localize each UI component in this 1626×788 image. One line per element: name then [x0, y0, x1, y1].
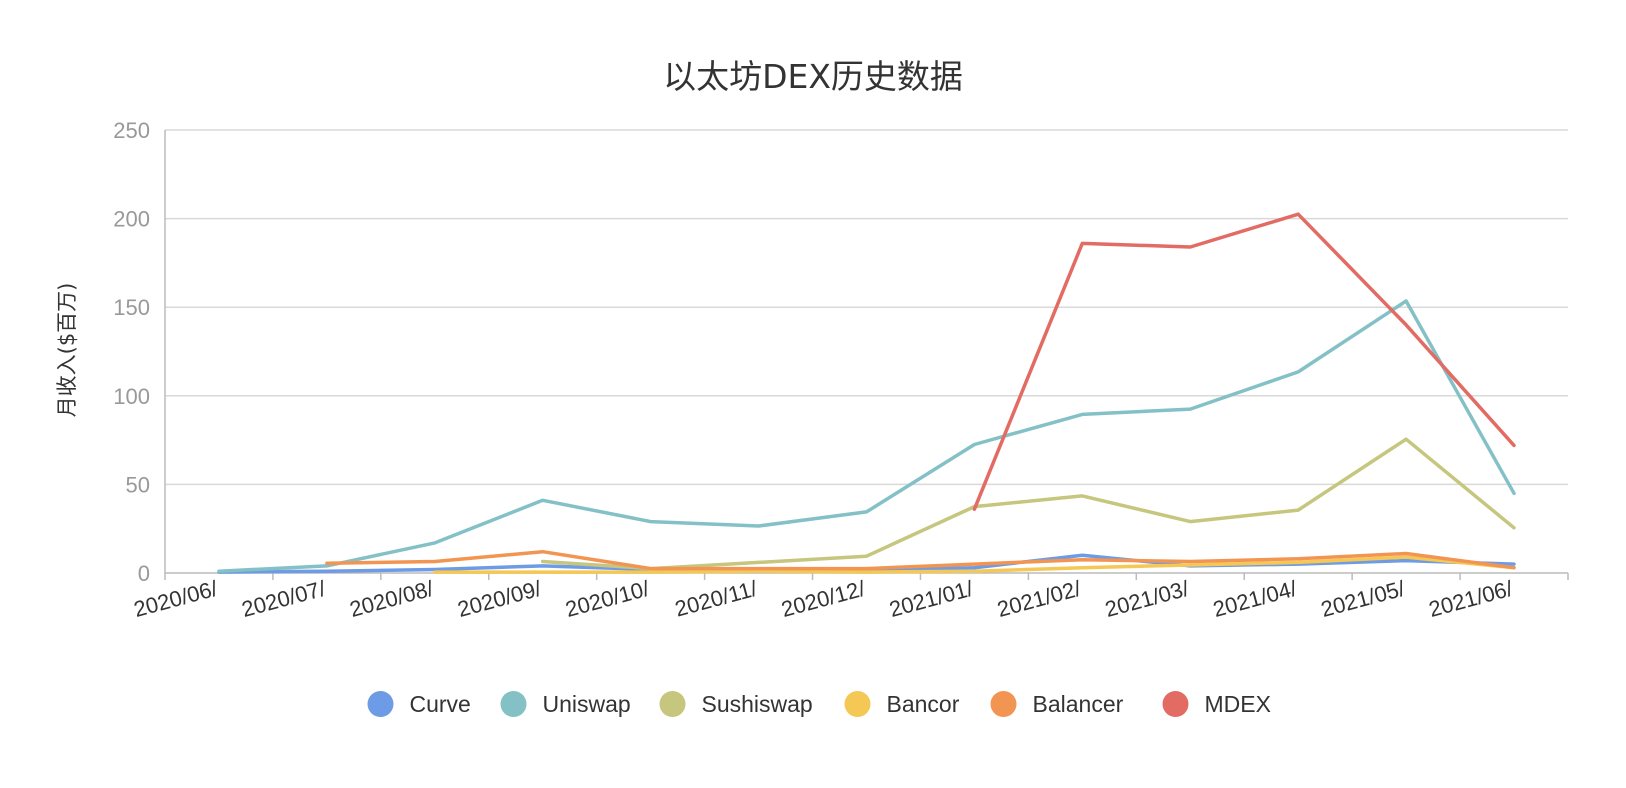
legend-label: Bancor: [887, 691, 960, 717]
x-tick-label: 2020/09/: [455, 575, 545, 622]
x-tick-label: 2020/07/: [239, 575, 329, 622]
legend-item-sushiswap[interactable]: Sushiswap: [659, 691, 813, 717]
legend-label: MDEX: [1205, 691, 1271, 717]
x-tick-label: 2021/05/: [1318, 575, 1408, 622]
legend-label: Curve: [410, 691, 471, 717]
legend-marker: [500, 691, 527, 717]
y-tick-label: 50: [126, 472, 150, 497]
x-tick-label: 2021/03/: [1102, 575, 1192, 622]
legend-item-bancor[interactable]: Bancor: [844, 691, 960, 717]
legend[interactable]: Curve Uniswap Sushiswap Bancor Balancer MDEX: [367, 691, 1271, 717]
legend-marker: [1162, 691, 1189, 717]
x-tick-label: 2020/10/: [563, 575, 653, 622]
y-tick-label: 150: [113, 295, 150, 320]
legend-marker: [367, 691, 394, 717]
series-line-mdex: [972, 212, 1516, 511]
legend-marker: [659, 691, 686, 717]
legend-item-uniswap[interactable]: Uniswap: [500, 691, 631, 717]
chart-title: 以太坊DEX历史数据: [663, 57, 963, 96]
legend-item-mdex[interactable]: MDEX: [1162, 691, 1271, 717]
series-line-uniswap: [217, 299, 1516, 573]
series: [217, 212, 1516, 574]
legend-label: Uniswap: [543, 691, 631, 717]
legend-label: Sushiswap: [702, 691, 813, 717]
x-tick-label: 2020/08/: [347, 575, 437, 622]
grid: [165, 129, 1568, 486]
legend-label: Balancer: [1033, 691, 1124, 717]
x-tick-label: 2021/04/: [1210, 575, 1300, 622]
legend-item-curve[interactable]: Curve: [367, 691, 471, 717]
legend-item-balancer[interactable]: Balancer: [990, 691, 1124, 717]
series-line-bancor: [433, 555, 1516, 574]
x-tick-label: 2021/06/: [1426, 575, 1516, 622]
y-tick-label: 0: [138, 561, 150, 586]
y-tick-label: 250: [113, 118, 150, 143]
x-tick-label: 2020/11/: [672, 575, 760, 621]
series-line-balancer: [325, 549, 1516, 571]
legend-marker: [844, 691, 871, 717]
legend-marker: [990, 691, 1017, 717]
y-axis-label: 月收入($百万): [55, 283, 79, 418]
y-tick-label: 100: [113, 384, 150, 409]
series-line-sushiswap: [540, 437, 1516, 571]
y-tick-label: 200: [113, 207, 150, 232]
x-tick-label: 2021/01/: [887, 575, 977, 622]
x-axis-ticks: 2020/06/2020/07/2020/08/2020/09/2020/10/…: [131, 575, 1516, 622]
x-tick-label: 2020/12/: [779, 575, 869, 622]
x-tick-label: 2021/02/: [994, 575, 1084, 622]
y-axis-ticks: 0 50 100 150 200 250: [113, 118, 150, 586]
